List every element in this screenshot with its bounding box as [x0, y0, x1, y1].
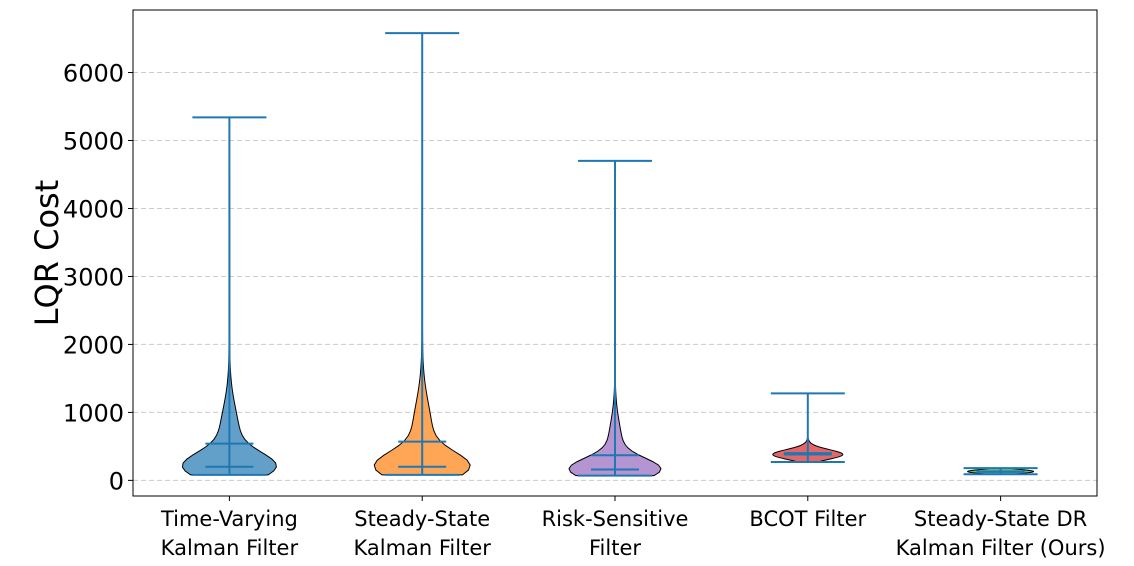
x-tick-label-line: Time-Varying [160, 507, 298, 531]
x-tick-label-line: Kalman Filter [353, 536, 491, 560]
x-tick-label-line: Filter [589, 536, 641, 560]
y-tick-label: 0 [109, 467, 124, 495]
x-tick-label: Steady-State DR Kalman Filter (Ours) [896, 507, 1106, 560]
x-tick-label: Steady-State Kalman Filter [353, 507, 491, 560]
x-tick-label: BCOT Filter [749, 507, 866, 531]
y-tick-label: 2000 [63, 331, 124, 359]
x-tick-label-line: Steady-State DR [914, 507, 1087, 531]
y-tick-label: 1000 [63, 399, 124, 427]
x-tick-label: Risk-Sensitive Filter [542, 507, 689, 560]
y-axis-label: LQR Cost [28, 180, 66, 327]
x-tick-label-line: Risk-Sensitive [542, 507, 689, 531]
violin-stat-lines [192, 32, 1038, 477]
y-tick-label: 5000 [63, 128, 124, 156]
x-tick-label-line: BCOT Filter [749, 507, 866, 531]
y-tick-label: 3000 [63, 263, 124, 291]
x-axis-ticks: Time-Varying Kalman Filter Steady-State Kal… [160, 496, 1106, 560]
y-tick-label: 4000 [63, 195, 124, 223]
x-tick-label-line: Kalman Filter [161, 536, 299, 560]
x-tick-label-line: Steady-State [354, 507, 490, 531]
x-tick-label-line: Kalman Filter (Ours) [896, 536, 1106, 560]
y-axis-ticks: 0 1000 2000 3000 4000 5000 6000 [63, 60, 133, 495]
y-tick-label: 6000 [63, 60, 124, 88]
x-tick-label: Time-Varying Kalman Filter [160, 507, 299, 560]
violins [181, 32, 1035, 477]
